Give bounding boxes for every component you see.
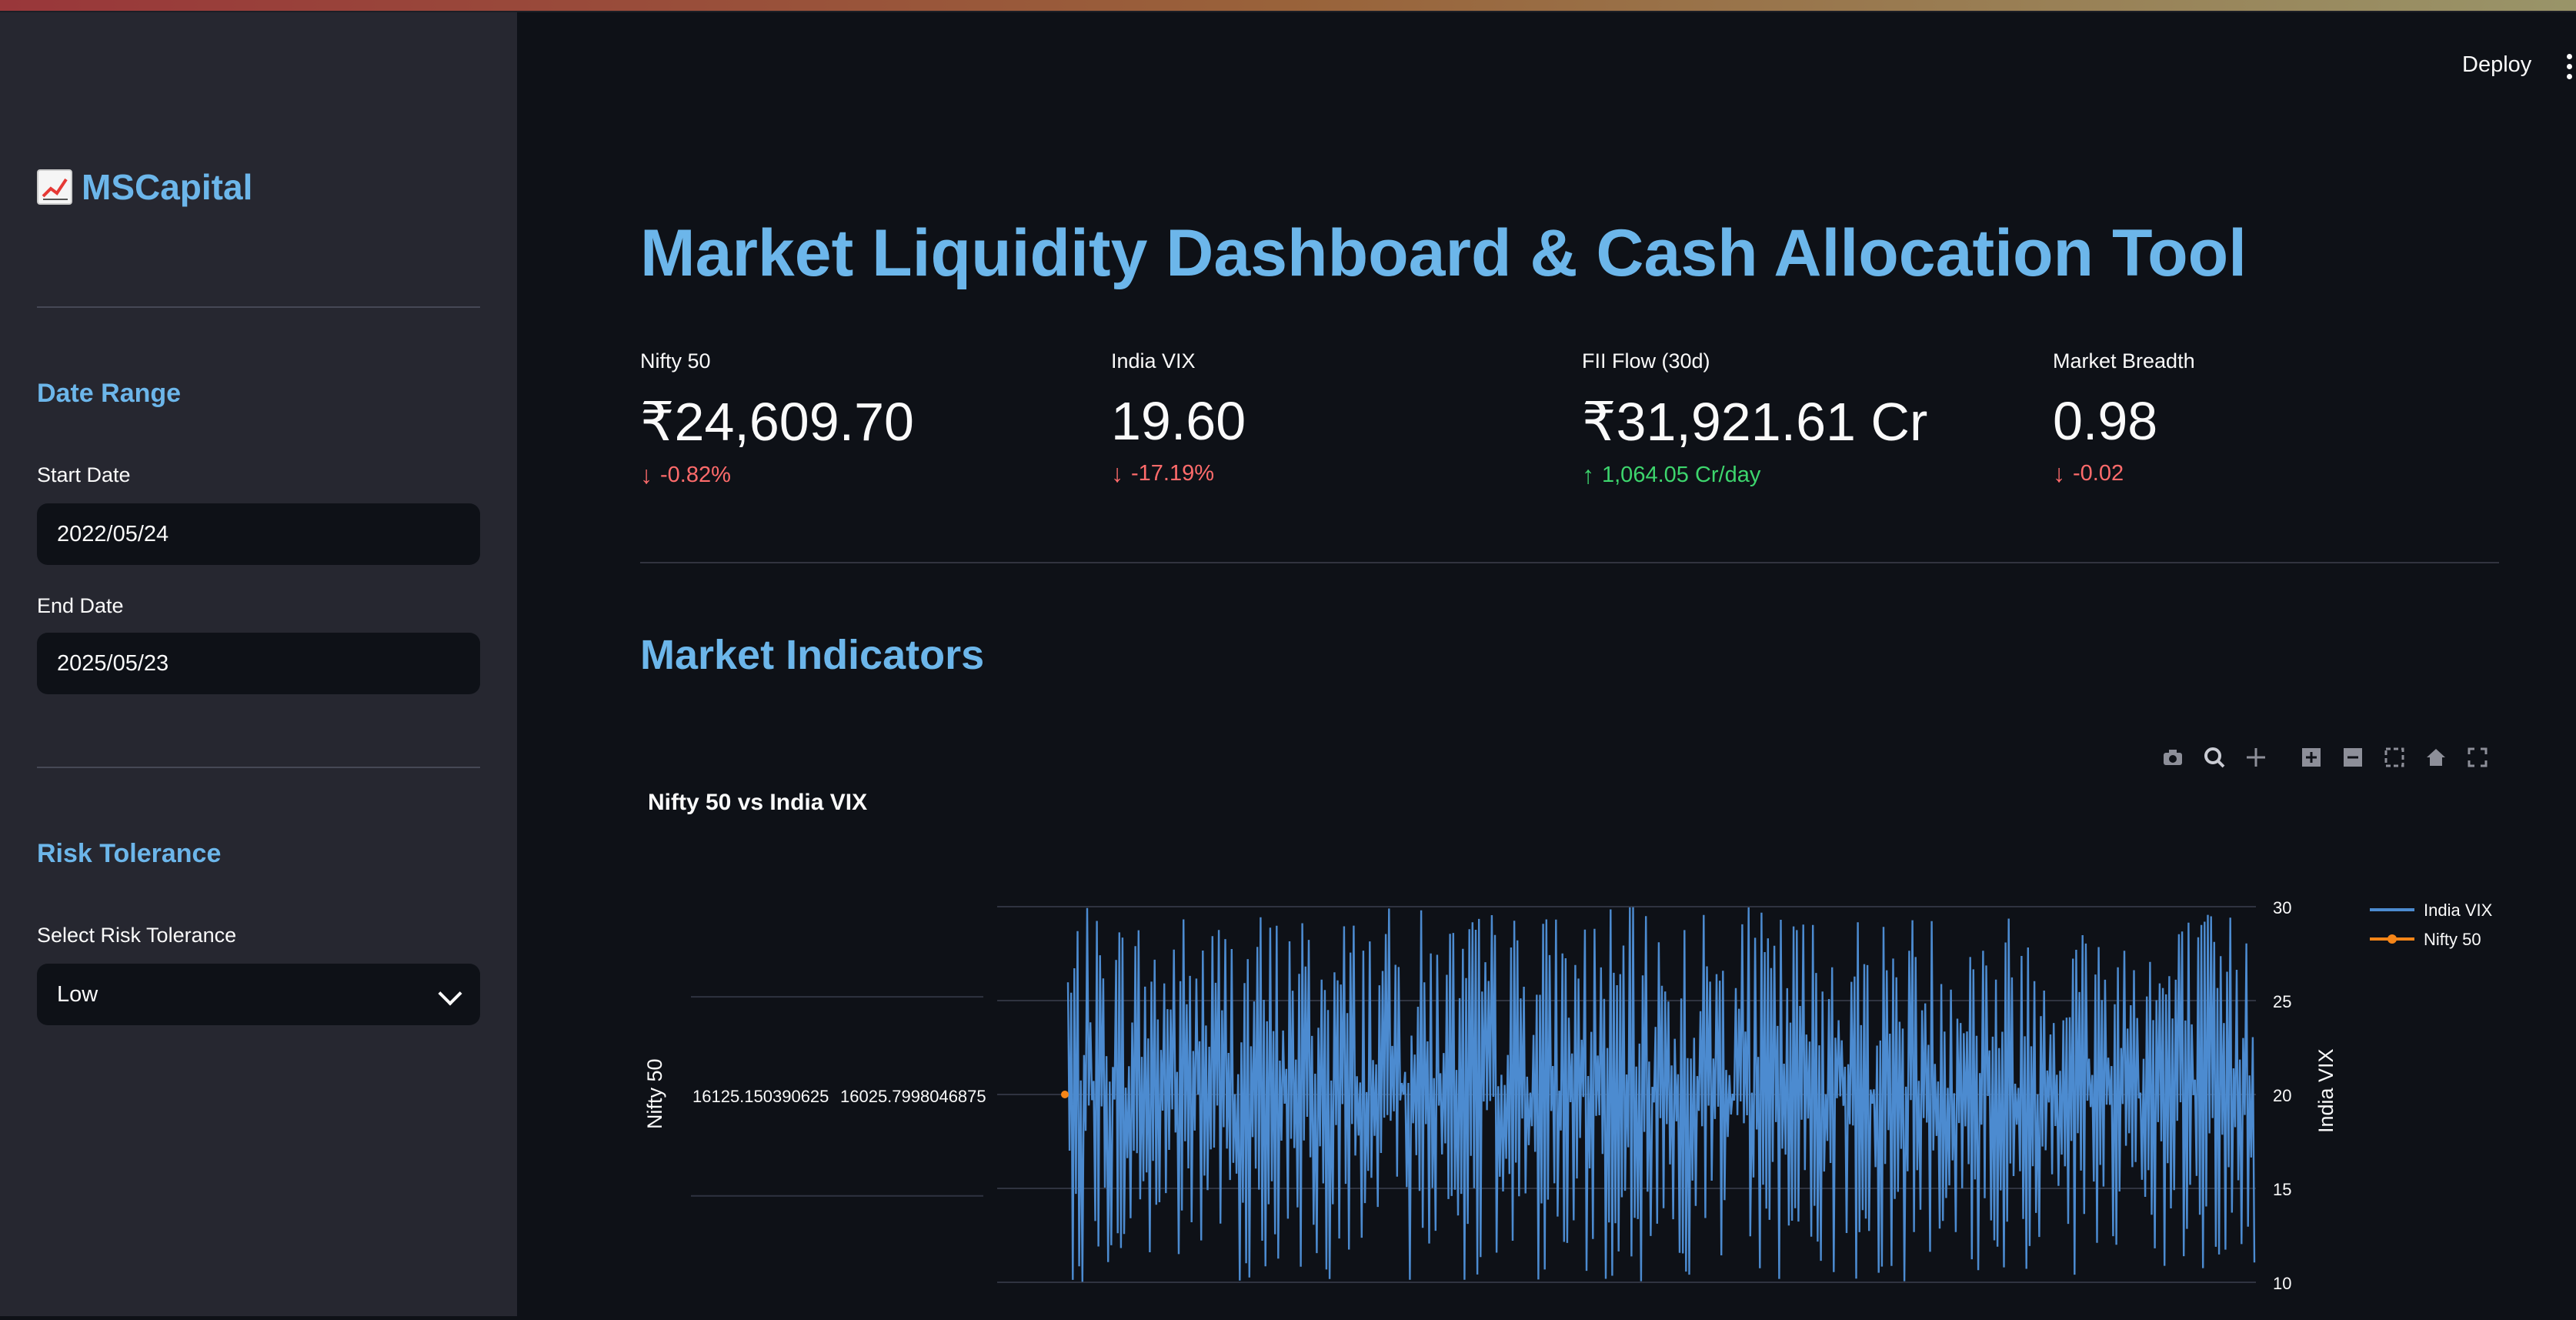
divider	[37, 306, 480, 308]
india-vix-series	[1066, 907, 2256, 1282]
chart-title: Nifty 50 vs India VIX	[648, 790, 867, 815]
metric-label: Nifty 50	[640, 349, 711, 373]
autoscale-icon[interactable]	[2384, 747, 2405, 768]
y2-axis-label: India VIX	[2314, 1048, 2337, 1133]
metric-label: Market Breadth	[2053, 349, 2195, 373]
metric-delta: ↓ -0.02	[2053, 459, 2195, 488]
metric-label: India VIX	[1111, 349, 1196, 373]
home-icon[interactable]	[2425, 747, 2447, 768]
arrow-down-icon: ↓	[640, 461, 652, 489]
legend-marker	[2387, 934, 2397, 944]
zoom-out-icon[interactable]	[2342, 747, 2364, 768]
metric-value: ₹24,609.70	[640, 392, 914, 452]
metric-delta-value: 1,064.05 Cr/day	[1602, 463, 1761, 487]
india-vix-line	[1066, 907, 2256, 1282]
y-tick-label: 16025.7998046875	[840, 1087, 986, 1106]
date-range-heading: Date Range	[37, 379, 182, 408]
y-axis-label: Nifty 50	[643, 1058, 666, 1129]
deploy-button[interactable]: Deploy	[2462, 52, 2532, 77]
arrow-down-icon: ↓	[1111, 459, 1123, 487]
y2-tick-label: 30	[2273, 898, 2291, 917]
metric-breadth: Market Breadth 0.98 ↓ -0.02	[2053, 349, 2195, 488]
nifty-vix-chart[interactable]: Nifty 50 vs India VIX 16125.150390625 160…	[640, 777, 2502, 1316]
y-grid	[691, 906, 2256, 1283]
section-heading: Market Indicators	[640, 632, 985, 678]
end-date-value: 2025/05/23	[57, 650, 169, 676]
metric-fii-flow: FII Flow (30d) ₹31,921.61 Cr ↑ 1,064.05 …	[1582, 349, 1927, 490]
metric-vix: India VIX 19.60 ↓ -17.19%	[1111, 349, 1246, 488]
nifty-series	[1061, 1091, 1069, 1098]
zoom-in-icon[interactable]	[2301, 747, 2322, 768]
main-menu-icon[interactable]	[2567, 54, 2572, 79]
chart-legend[interactable]: India VIX Nifty 50	[2370, 901, 2493, 949]
y-tick-label: 16125.150390625	[692, 1087, 829, 1106]
risk-tolerance-select[interactable]: Low	[37, 964, 480, 1025]
fullscreen-icon[interactable]	[2467, 747, 2488, 768]
metric-delta-value: -0.82%	[660, 463, 731, 487]
brand: MSCapital	[37, 166, 252, 208]
sidebar: MSCapital Date Range Start Date 2022/05/…	[0, 12, 517, 1316]
chevron-down-icon	[438, 981, 462, 1006]
metric-nifty: Nifty 50 ₹24,609.70 ↓ -0.82%	[640, 349, 914, 490]
legend-item-label: Nifty 50	[2424, 930, 2481, 949]
risk-select-label: Select Risk Tolerance	[37, 924, 237, 947]
legend-item-label: India VIX	[2424, 901, 2493, 920]
header-decoration	[0, 0, 2576, 11]
y2-tick-label: 15	[2273, 1180, 2291, 1199]
risk-tolerance-heading: Risk Tolerance	[37, 839, 222, 868]
risk-select-value: Low	[57, 981, 98, 1007]
metric-value: 19.60	[1111, 391, 1246, 451]
y2-axis-ticks: 30 25 20 15 10	[2273, 898, 2291, 1293]
metric-label: FII Flow (30d)	[1582, 349, 1710, 373]
nifty-point	[1061, 1091, 1069, 1098]
start-date-label: Start Date	[37, 463, 131, 486]
zoom-icon[interactable]	[2204, 747, 2225, 768]
start-date-value: 2022/05/24	[57, 521, 169, 546]
y2-tick-label: 10	[2273, 1274, 2291, 1293]
divider	[640, 562, 2499, 563]
start-date-input[interactable]: 2022/05/24	[37, 503, 480, 565]
metric-value: 0.98	[2053, 391, 2158, 451]
divider	[37, 767, 480, 768]
arrow-down-icon: ↓	[2053, 459, 2065, 487]
pan-icon[interactable]	[2245, 747, 2267, 768]
metric-delta-value: -0.02	[2073, 461, 2124, 486]
camera-icon[interactable]	[2162, 747, 2184, 768]
metric-value: ₹31,921.61 Cr	[1582, 392, 1928, 452]
metric-delta: ↓ -0.82%	[640, 461, 914, 490]
metric-delta-value: -17.19%	[1131, 461, 1215, 486]
chart-canvas: Nifty 50 vs India VIX 16125.150390625 160…	[643, 790, 2493, 1293]
y2-tick-label: 25	[2273, 992, 2291, 1011]
chart-increasing-icon	[37, 169, 72, 205]
end-date-label: End Date	[37, 594, 124, 617]
chart-toolbar	[2162, 747, 2488, 768]
metric-delta: ↓ -17.19%	[1111, 459, 1246, 488]
brand-name: MSCapital	[82, 167, 253, 207]
end-date-input[interactable]: 2025/05/23	[37, 633, 480, 694]
y-axis-ticks: 16125.150390625 16025.7998046875	[692, 1087, 986, 1106]
arrow-up-icon: ↑	[1582, 461, 1594, 489]
y2-tick-label: 20	[2273, 1086, 2291, 1105]
page-title: Market Liquidity Dashboard & Cash Alloca…	[640, 216, 2247, 290]
metric-delta: ↑ 1,064.05 Cr/day	[1582, 461, 1927, 490]
